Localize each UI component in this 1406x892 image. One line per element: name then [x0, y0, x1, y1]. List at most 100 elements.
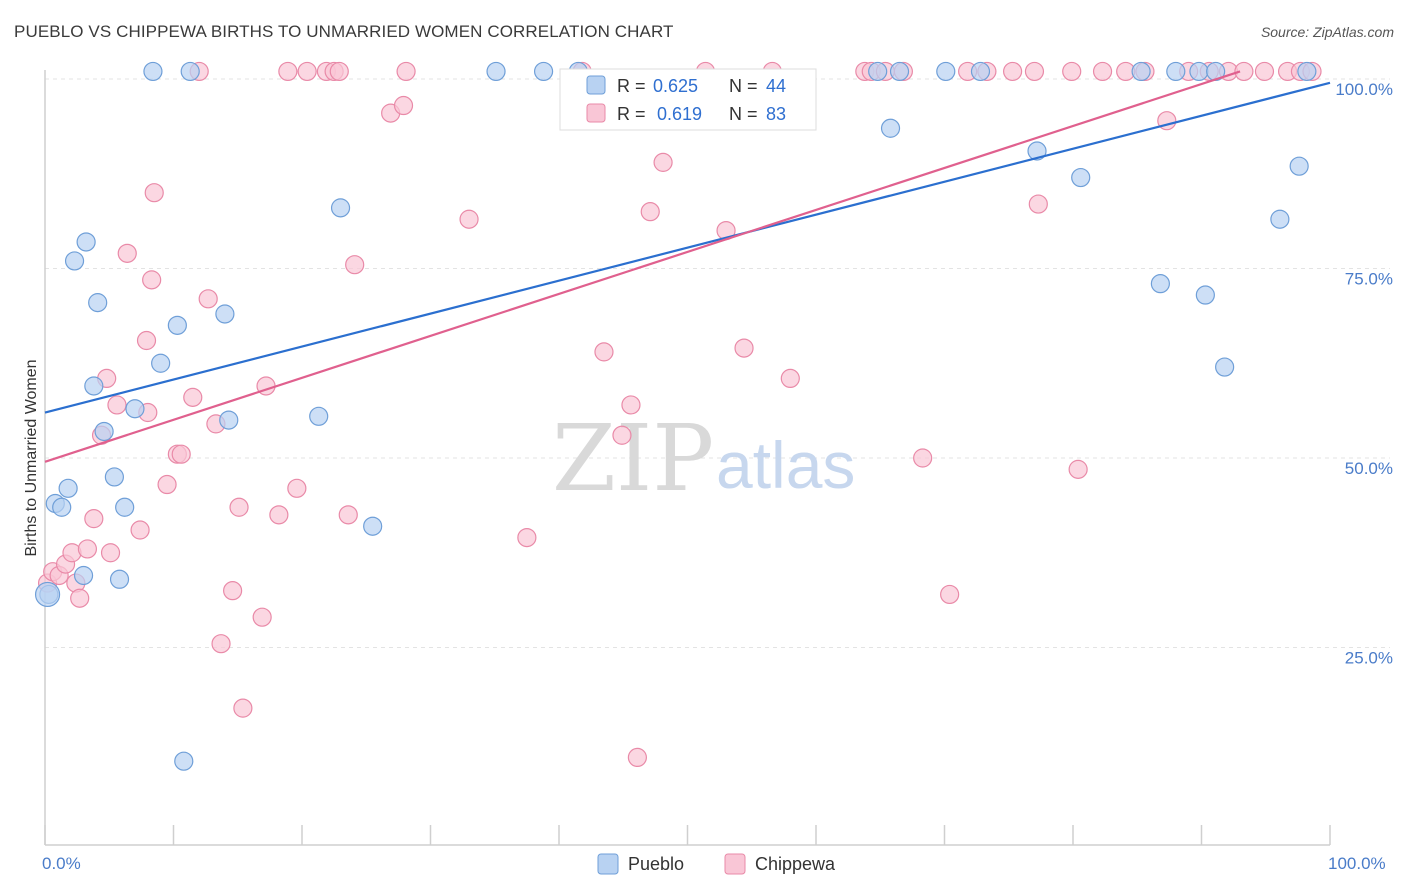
chippewa-point-67 [1024, 61, 1045, 82]
y-tick-labels: 25.0% 50.0% 75.0% 100.0% [1335, 80, 1393, 668]
legend-r-value-chippewa: 0.619 [657, 104, 702, 124]
chippewa-point-57 [780, 368, 800, 389]
chippewa-trend-line [44, 70, 1241, 463]
legend-swatch-chippewa [586, 103, 606, 123]
chippewa-point-43 [396, 61, 416, 82]
pueblo-point-12 [115, 497, 135, 517]
chippewa-point-26 [211, 634, 231, 654]
legend-swatch-pueblo [586, 75, 606, 95]
watermark-zip: ZIP [552, 405, 714, 512]
chippewa-point-8 [84, 509, 104, 529]
pueblo-point-15 [151, 353, 171, 373]
y-tick-label-75: 75.0% [1345, 270, 1393, 289]
chippewa-point-33 [278, 61, 298, 82]
pueblo-point-29 [889, 61, 910, 82]
pueblo-point-11 [109, 569, 130, 589]
pueblo-point-35 [1150, 274, 1170, 294]
chippewa-point-40 [345, 255, 365, 275]
bottom-legend-swatch-pueblo [597, 853, 619, 875]
chippewa-point-15 [136, 330, 157, 351]
chippewa-point-66 [1003, 61, 1023, 82]
chippewa-point-44 [459, 209, 479, 229]
pueblo-point-23 [363, 516, 383, 536]
pueblo-point-18 [180, 61, 200, 82]
pueblo-point-32 [1027, 141, 1047, 161]
legend-n-value-chippewa: 83 [766, 104, 786, 124]
source-credit: Source: ZipAtlas.com [1260, 24, 1394, 40]
pueblo-point-40 [1215, 357, 1235, 377]
pueblo-point-36 [1166, 61, 1186, 82]
chippewa-point-35 [297, 61, 317, 82]
pueblo-point-6 [76, 232, 96, 252]
chippewa-point-28 [229, 497, 249, 517]
chippewa-point-14 [130, 520, 150, 540]
chippewa-point-17 [142, 270, 162, 290]
pueblo-point-19 [215, 304, 235, 324]
chart-title: PUEBLO VS CHIPPEWA BIRTHS TO UNMARRIED W… [14, 22, 674, 41]
chippewa-point-29 [233, 698, 253, 718]
pueblo-point-27 [868, 61, 888, 82]
chippewa-point-48 [612, 425, 632, 445]
chippewa-point-11 [100, 543, 121, 563]
chippewa-point-52 [653, 152, 673, 172]
x-tick-label-min: 0.0% [42, 854, 81, 873]
pueblo-point-33 [1071, 167, 1091, 188]
watermark-atlas: atlas [716, 428, 855, 502]
y-tick-label-50: 50.0% [1345, 459, 1393, 478]
pueblo-point-30 [936, 61, 956, 82]
chippewa-point-24 [198, 289, 218, 309]
legend-r-label-pueblo: R = [617, 76, 646, 96]
pueblo-point-7 [84, 376, 104, 396]
pueblo-point-14 [143, 61, 163, 82]
legend-r-value-pueblo: 0.625 [653, 76, 698, 96]
pueblo-point-2 [52, 497, 72, 517]
x-tick-label-max: 100.0% [1328, 854, 1386, 873]
pueblo-trend-line [44, 81, 1331, 414]
chippewa-point-79 [1254, 61, 1275, 82]
pueblo-point-10 [104, 467, 124, 487]
chippewa-point-34 [287, 478, 307, 498]
pueblo-point-34 [1131, 61, 1151, 82]
bottom-legend-swatch-chippewa [724, 853, 746, 875]
pueblo-point-21 [309, 406, 329, 426]
correlation-legend: R = 0.625 N = 44 R = 0.619 N = 83 [559, 68, 817, 131]
chippewa-point-42 [393, 95, 414, 116]
chippewa-point-49 [621, 395, 641, 415]
chippewa-point-27 [223, 581, 243, 601]
chippewa-point-19 [157, 474, 177, 495]
chippewa-point-39 [338, 505, 358, 525]
chippewa-point-7 [77, 539, 98, 559]
chippewa-point-55 [734, 338, 754, 358]
chippewa-point-71 [1092, 61, 1113, 82]
pueblo-point-8 [88, 293, 108, 313]
chippewa-point-70 [1068, 459, 1088, 479]
bottom-legend-pueblo: Pueblo [628, 854, 684, 874]
pueblo-point-24 [486, 61, 506, 82]
chippewa-point-68 [1028, 194, 1048, 214]
pueblo-points [34, 61, 1317, 771]
chippewa-point-12 [107, 395, 127, 415]
chippewa-point-18 [144, 183, 164, 203]
pueblo-point-cluster [34, 581, 61, 608]
chippewa-point-78 [1234, 61, 1254, 82]
watermark: ZIP atlas [552, 405, 855, 512]
y-axis-label: Births to Unmarried Women [23, 359, 40, 556]
gridlines [45, 78, 1390, 648]
chippewa-point-50 [627, 747, 647, 768]
chippewa-point-63 [940, 584, 960, 605]
pueblo-point-31 [970, 61, 991, 82]
legend-n-label-pueblo: N = [729, 76, 758, 96]
chippewa-point-21 [171, 444, 191, 464]
legend-n-label-chippewa: N = [729, 104, 758, 124]
pueblo-point-38 [1195, 285, 1215, 305]
x-ticks [44, 825, 1331, 845]
pueblo-point-5 [73, 565, 94, 586]
pueblo-point-37 [1189, 61, 1209, 82]
pueblo-point-13 [125, 399, 145, 419]
chippewa-point-45 [517, 527, 537, 548]
pueblo-point-25 [533, 61, 554, 82]
chippewa-point-47 [594, 342, 614, 362]
pueblo-point-3 [58, 478, 78, 498]
pueblo-point-41 [1270, 209, 1290, 229]
